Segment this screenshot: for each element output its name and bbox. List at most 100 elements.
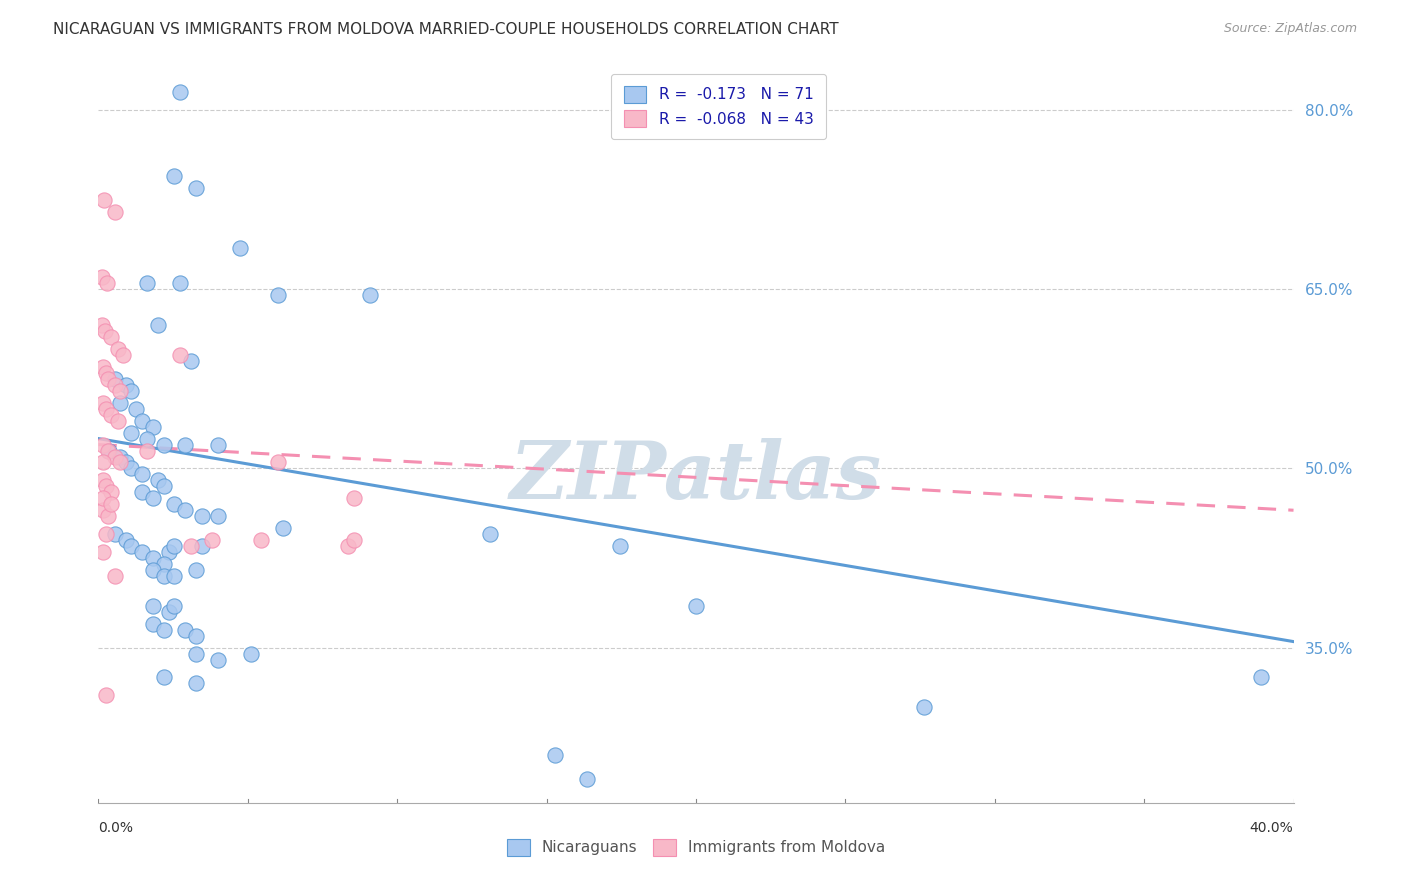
Point	[94, 366, 117, 380]
Point	[96, 277, 118, 291]
Point	[107, 342, 129, 356]
Point	[136, 277, 159, 291]
Point	[576, 772, 599, 786]
Point	[108, 384, 131, 398]
Point	[108, 396, 131, 410]
Point	[148, 318, 170, 333]
Point	[152, 623, 174, 637]
Point	[91, 455, 114, 469]
Point	[544, 747, 567, 762]
Point	[163, 539, 186, 553]
Point	[94, 324, 117, 338]
Point	[97, 443, 120, 458]
Point	[114, 455, 136, 469]
Point	[180, 354, 202, 368]
Point	[157, 605, 180, 619]
Point	[91, 437, 114, 451]
Text: Source: ZipAtlas.com: Source: ZipAtlas.com	[1223, 22, 1357, 36]
Point	[100, 497, 122, 511]
Point	[343, 491, 366, 506]
Point	[114, 533, 136, 547]
Point	[108, 450, 131, 464]
Point	[131, 467, 153, 482]
Point	[169, 277, 191, 291]
Point	[112, 348, 135, 362]
Point	[97, 509, 120, 524]
Point	[174, 503, 197, 517]
Point	[207, 509, 229, 524]
Point	[190, 539, 212, 553]
Point	[131, 485, 153, 500]
Point	[120, 539, 142, 553]
Point	[186, 647, 208, 661]
Point	[343, 533, 366, 547]
Point	[91, 474, 114, 488]
Point	[239, 647, 262, 661]
Point	[271, 521, 294, 535]
Text: 40.0%: 40.0%	[1250, 821, 1294, 835]
Point	[97, 372, 120, 386]
Point	[190, 509, 212, 524]
Point	[267, 288, 290, 302]
Point	[169, 85, 191, 99]
Point	[163, 169, 186, 183]
Point	[108, 455, 131, 469]
Point	[152, 569, 174, 583]
Point	[142, 491, 165, 506]
Point	[180, 539, 202, 553]
Point	[207, 437, 229, 451]
Point	[142, 563, 165, 577]
Point	[136, 443, 159, 458]
Point	[163, 569, 186, 583]
Point	[94, 479, 117, 493]
Point	[125, 401, 148, 416]
Point	[157, 545, 180, 559]
Point	[98, 443, 121, 458]
Point	[120, 425, 142, 440]
Point	[186, 181, 208, 195]
Point	[201, 533, 224, 547]
Point	[337, 539, 360, 553]
Point	[93, 193, 115, 207]
Text: 0.0%: 0.0%	[98, 821, 134, 835]
Point	[152, 670, 174, 684]
Point	[142, 599, 165, 613]
Point	[104, 372, 127, 386]
Point	[142, 551, 165, 566]
Point	[90, 270, 112, 285]
Point	[250, 533, 273, 547]
Text: NICARAGUAN VS IMMIGRANTS FROM MOLDOVA MARRIED-COUPLE HOUSEHOLDS CORRELATION CHAR: NICARAGUAN VS IMMIGRANTS FROM MOLDOVA MA…	[53, 22, 839, 37]
Point	[174, 623, 197, 637]
Point	[186, 629, 208, 643]
Point	[90, 318, 112, 333]
Point	[94, 689, 117, 703]
Point	[152, 437, 174, 451]
Point	[114, 377, 136, 392]
Point	[207, 652, 229, 666]
Point	[142, 419, 165, 434]
Point	[104, 450, 127, 464]
Point	[169, 348, 191, 362]
Point	[94, 527, 117, 541]
Point	[912, 700, 935, 714]
Point	[91, 396, 114, 410]
Point	[91, 491, 114, 506]
Point	[186, 676, 208, 690]
Point	[91, 359, 114, 374]
Point	[685, 599, 707, 613]
Point	[104, 377, 127, 392]
Point	[91, 545, 114, 559]
Point	[100, 408, 122, 422]
Point	[174, 437, 197, 451]
Point	[142, 616, 165, 631]
Point	[359, 288, 381, 302]
Point	[94, 401, 117, 416]
Point	[152, 479, 174, 493]
Point	[131, 545, 153, 559]
Point	[152, 557, 174, 571]
Point	[120, 461, 142, 475]
Point	[609, 539, 631, 553]
Point	[104, 569, 127, 583]
Point	[136, 432, 159, 446]
Point	[104, 527, 127, 541]
